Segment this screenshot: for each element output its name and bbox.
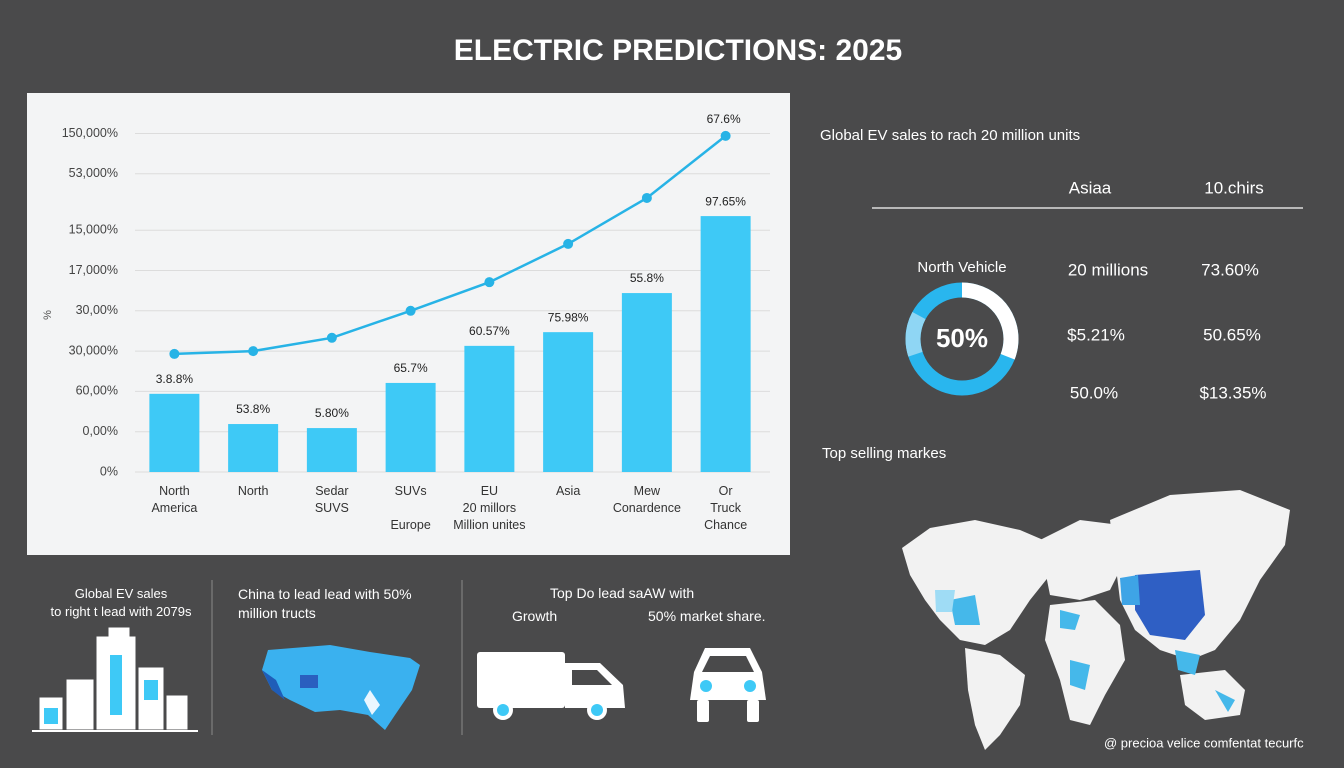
bar	[385, 382, 436, 472]
us-map	[262, 645, 420, 730]
line-point	[405, 305, 416, 316]
footer: @ precioa velice comfentat tecurfc	[1104, 735, 1304, 750]
page-title: ELECTRIC PREDICTIONS: 2025	[454, 34, 902, 67]
bar	[700, 216, 751, 472]
y-tick-label: 150,000%	[62, 126, 118, 140]
cell: $13.35%	[1199, 383, 1266, 402]
line-point	[720, 130, 731, 141]
y-axis-label: %	[42, 310, 54, 320]
y-tick-label: 60,00%	[76, 384, 118, 398]
panel-text: 50% market share.	[648, 608, 766, 624]
bar	[464, 345, 515, 472]
x-tick-label: Or Truck Chance	[704, 484, 748, 532]
y-tick-label: 30,00%	[76, 303, 118, 317]
x-tick-label: North	[237, 484, 269, 498]
y-tick-label: 53,000%	[69, 166, 118, 180]
plot: 0% 0,00% 60,00% 30,000% 30,00% 17,000% 15,000%…	[42, 112, 770, 478]
bar-annotation: 55.8%	[630, 271, 664, 285]
gauge	[905, 282, 1019, 396]
cell: $5.21%	[1067, 325, 1125, 344]
x-tick-label: Mew Conardence	[612, 484, 681, 515]
gauge-ring-light	[905, 282, 1019, 396]
gauge-ring-white	[905, 282, 1019, 396]
column-header: 10.chirs	[1204, 178, 1264, 197]
bar	[621, 293, 672, 472]
cell: 20 millions	[1068, 260, 1148, 279]
bar-annotation: 60.57%	[469, 324, 510, 338]
cell: 50.0%	[1070, 383, 1118, 402]
bar	[228, 424, 279, 472]
x-tick-label: SUVs Europe	[390, 484, 431, 532]
x-tick-label: Sedar SUVS	[314, 484, 349, 515]
line-point	[169, 348, 180, 359]
bar-annotation: 3.8.8%	[156, 372, 194, 386]
panel-text: China to lead lead with 50% million truc…	[238, 586, 412, 621]
stats-title: Global EV sales to rach 20 million units	[820, 127, 1080, 144]
bar-annotation: 65.7%	[394, 361, 428, 375]
panel-text: Growth	[512, 608, 558, 624]
truck-icon	[477, 652, 625, 720]
car-icon	[690, 648, 766, 722]
x-tick-label: Asia	[555, 484, 581, 498]
line-point	[326, 332, 337, 343]
panel-title: Top Do lead saAW with	[550, 585, 695, 601]
bar	[306, 428, 357, 472]
bar-annotation: 75.98%	[548, 310, 589, 324]
bar	[543, 332, 594, 472]
line-point	[248, 346, 259, 357]
y-tick-label: 0,00%	[83, 424, 118, 438]
y-tick-label: 15,000%	[69, 222, 118, 236]
line-point	[484, 277, 495, 288]
gauge-label: North Vehicle	[917, 259, 1006, 276]
bar-annotation: 97.65%	[705, 194, 746, 208]
panel-text: Global EV sales to right t lead with 207…	[50, 586, 192, 619]
bar-annotation: 5.80%	[315, 406, 349, 420]
buildings-icon	[32, 627, 198, 732]
column-header: Asiaa	[1069, 178, 1112, 197]
y-tick-label: 17,000%	[69, 263, 118, 277]
y-tick-label: 0%	[100, 464, 118, 478]
line-point	[563, 238, 574, 249]
line-point	[641, 192, 652, 203]
cell: 73.60%	[1201, 260, 1259, 279]
markets-title: Top selling markes	[822, 445, 946, 462]
cell: 50.65%	[1203, 325, 1261, 344]
x-tick-label: EU 20 millors Million unites	[453, 484, 526, 532]
line	[174, 134, 727, 356]
line-annotation: 67.6%	[707, 112, 741, 126]
gauge-value: 50%	[936, 323, 988, 353]
world-map	[902, 490, 1290, 750]
y-tick-label: 30,000%	[69, 343, 118, 357]
bar	[149, 393, 200, 472]
x-tick-label: North America	[151, 484, 198, 515]
bar-annotation: 53.8%	[236, 402, 270, 416]
